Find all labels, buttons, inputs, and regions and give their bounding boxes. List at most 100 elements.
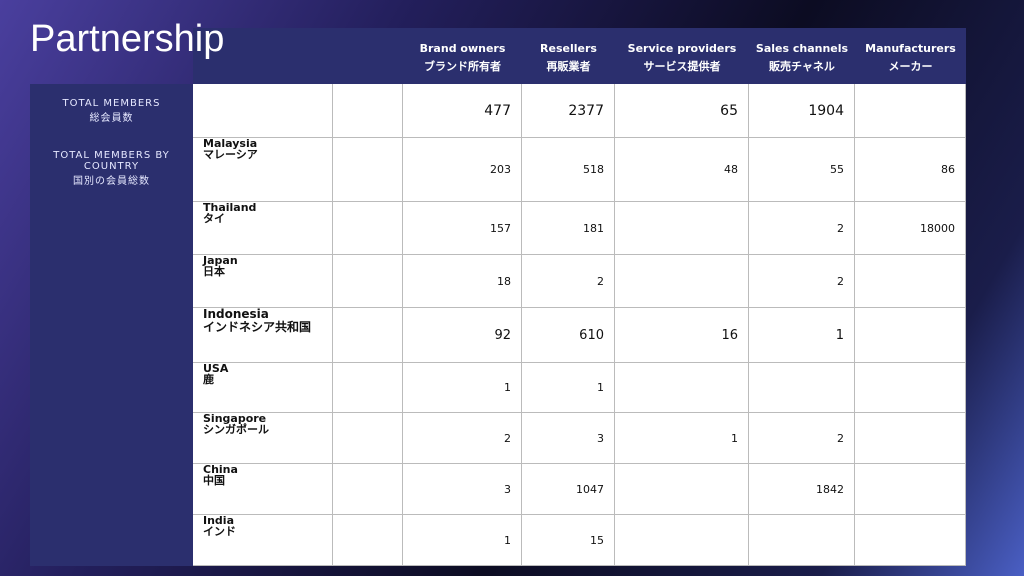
cell: [333, 84, 403, 138]
column-header: Brand owners ブランド所有者: [403, 42, 522, 74]
value-cell: 203: [403, 138, 522, 202]
value-cell: 16: [615, 308, 749, 363]
value-cell: 1: [403, 515, 522, 566]
cell: [333, 363, 403, 413]
country-cell: China 中国: [193, 464, 333, 515]
value-cell: 18000: [855, 202, 966, 255]
total-label-ja: 総会員数: [89, 113, 134, 124]
cell: [333, 202, 403, 255]
value-cell: 92: [403, 308, 522, 363]
value-cell: [855, 363, 966, 413]
cell: [333, 515, 403, 566]
value-cell: 610: [522, 308, 615, 363]
column-header: Resellers 再販業者: [522, 42, 615, 74]
value-cell: 181: [522, 202, 615, 255]
total-cell: 65: [615, 84, 749, 138]
country-name-ja: シンガポール: [203, 423, 269, 436]
value-cell: 2: [749, 202, 855, 255]
country-cell: India インド: [193, 515, 333, 566]
table: 477 2377 65 1904 Malaysia マレーシア 203 518 48 55 86 Th…: [193, 84, 966, 566]
country-cell: Japan 日本: [193, 255, 333, 308]
value-cell: 18: [403, 255, 522, 308]
value-cell: 86: [855, 138, 966, 202]
value-cell: [855, 255, 966, 308]
value-cell: 1047: [522, 464, 615, 515]
cell: [333, 413, 403, 464]
country-label: TOTAL MEMBERS BY COUNTRY: [53, 150, 170, 172]
value-cell: 157: [403, 202, 522, 255]
total-cell: 2377: [522, 84, 615, 138]
value-cell: 1: [403, 363, 522, 413]
column-name: Sales channels: [755, 42, 849, 55]
country-name: Japan: [203, 254, 238, 267]
value-cell: [855, 515, 966, 566]
total-label: TOTAL MEMBERS: [62, 98, 161, 109]
country-name: India: [203, 514, 234, 527]
value-cell: 2: [749, 255, 855, 308]
country-name-ja: インドネシア共和国: [203, 320, 312, 334]
value-cell: 2: [749, 413, 855, 464]
country-name: China: [203, 463, 238, 476]
cell: [333, 464, 403, 515]
column-name-ja: メーカー: [888, 60, 933, 73]
column-name: Service providers: [627, 42, 737, 55]
country-name-ja: 日本: [203, 265, 225, 278]
country-cell: Thailand タイ: [193, 202, 333, 255]
country-name: Indonesia: [203, 307, 269, 321]
column-name-ja: サービス提供者: [643, 60, 721, 73]
cell: [333, 308, 403, 363]
value-cell: 518: [522, 138, 615, 202]
total-cell: 1904: [749, 84, 855, 138]
country-name: Thailand: [203, 201, 257, 214]
value-cell: [615, 255, 749, 308]
column-header: Service providers サービス提供者: [615, 42, 749, 74]
country-cell: Indonesia インドネシア共和国: [193, 308, 333, 363]
value-cell: [615, 363, 749, 413]
column-name: Manufacturers: [865, 42, 956, 55]
value-cell: [855, 308, 966, 363]
cell: [193, 84, 333, 138]
value-cell: 1: [615, 413, 749, 464]
country-name-ja: インド: [203, 525, 236, 538]
country-name: Malaysia: [203, 137, 258, 150]
value-cell: 48: [615, 138, 749, 202]
value-cell: 1: [749, 308, 855, 363]
column-name-ja: ブランド所有者: [424, 60, 501, 73]
column-name: Brand owners: [419, 42, 506, 55]
value-cell: 2: [403, 413, 522, 464]
value-cell: [615, 515, 749, 566]
value-cell: 3: [403, 464, 522, 515]
cell: [333, 255, 403, 308]
country-cell: Singapore シンガポール: [193, 413, 333, 464]
value-cell: 55: [749, 138, 855, 202]
value-cell: [749, 363, 855, 413]
value-cell: 2: [522, 255, 615, 308]
total-cell: 477: [403, 84, 522, 138]
value-cell: 1: [522, 363, 615, 413]
country-label-ja: 国別の会員総数: [73, 176, 150, 187]
value-cell: [855, 464, 966, 515]
country-name-ja: 中国: [203, 474, 225, 487]
side-panel: TOTAL MEMBERS 総会員数 TOTAL MEMBERS BY COUN…: [30, 84, 193, 566]
country-cell: Malaysia マレーシア: [193, 138, 333, 202]
value-cell: 3: [522, 413, 615, 464]
value-cell: [749, 515, 855, 566]
value-cell: 1842: [749, 464, 855, 515]
column-name: Resellers: [540, 42, 597, 55]
country-cell: USA 鹿: [193, 363, 333, 413]
total-cell: [855, 84, 966, 138]
column-header: Sales channels 販売チャネル: [749, 42, 855, 74]
country-name: Singapore: [203, 412, 267, 425]
country-name-ja: タイ: [203, 212, 225, 225]
cell: [333, 138, 403, 202]
value-cell: 15: [522, 515, 615, 566]
value-cell: [855, 413, 966, 464]
country-name-ja: 鹿: [203, 373, 214, 386]
value-cell: [615, 464, 749, 515]
column-header: Manufacturers メーカー: [855, 42, 966, 74]
country-name-ja: マレーシア: [203, 148, 258, 161]
header-band: [193, 28, 966, 84]
country-name: USA: [203, 362, 229, 375]
column-name-ja: 再販業者: [546, 60, 591, 73]
